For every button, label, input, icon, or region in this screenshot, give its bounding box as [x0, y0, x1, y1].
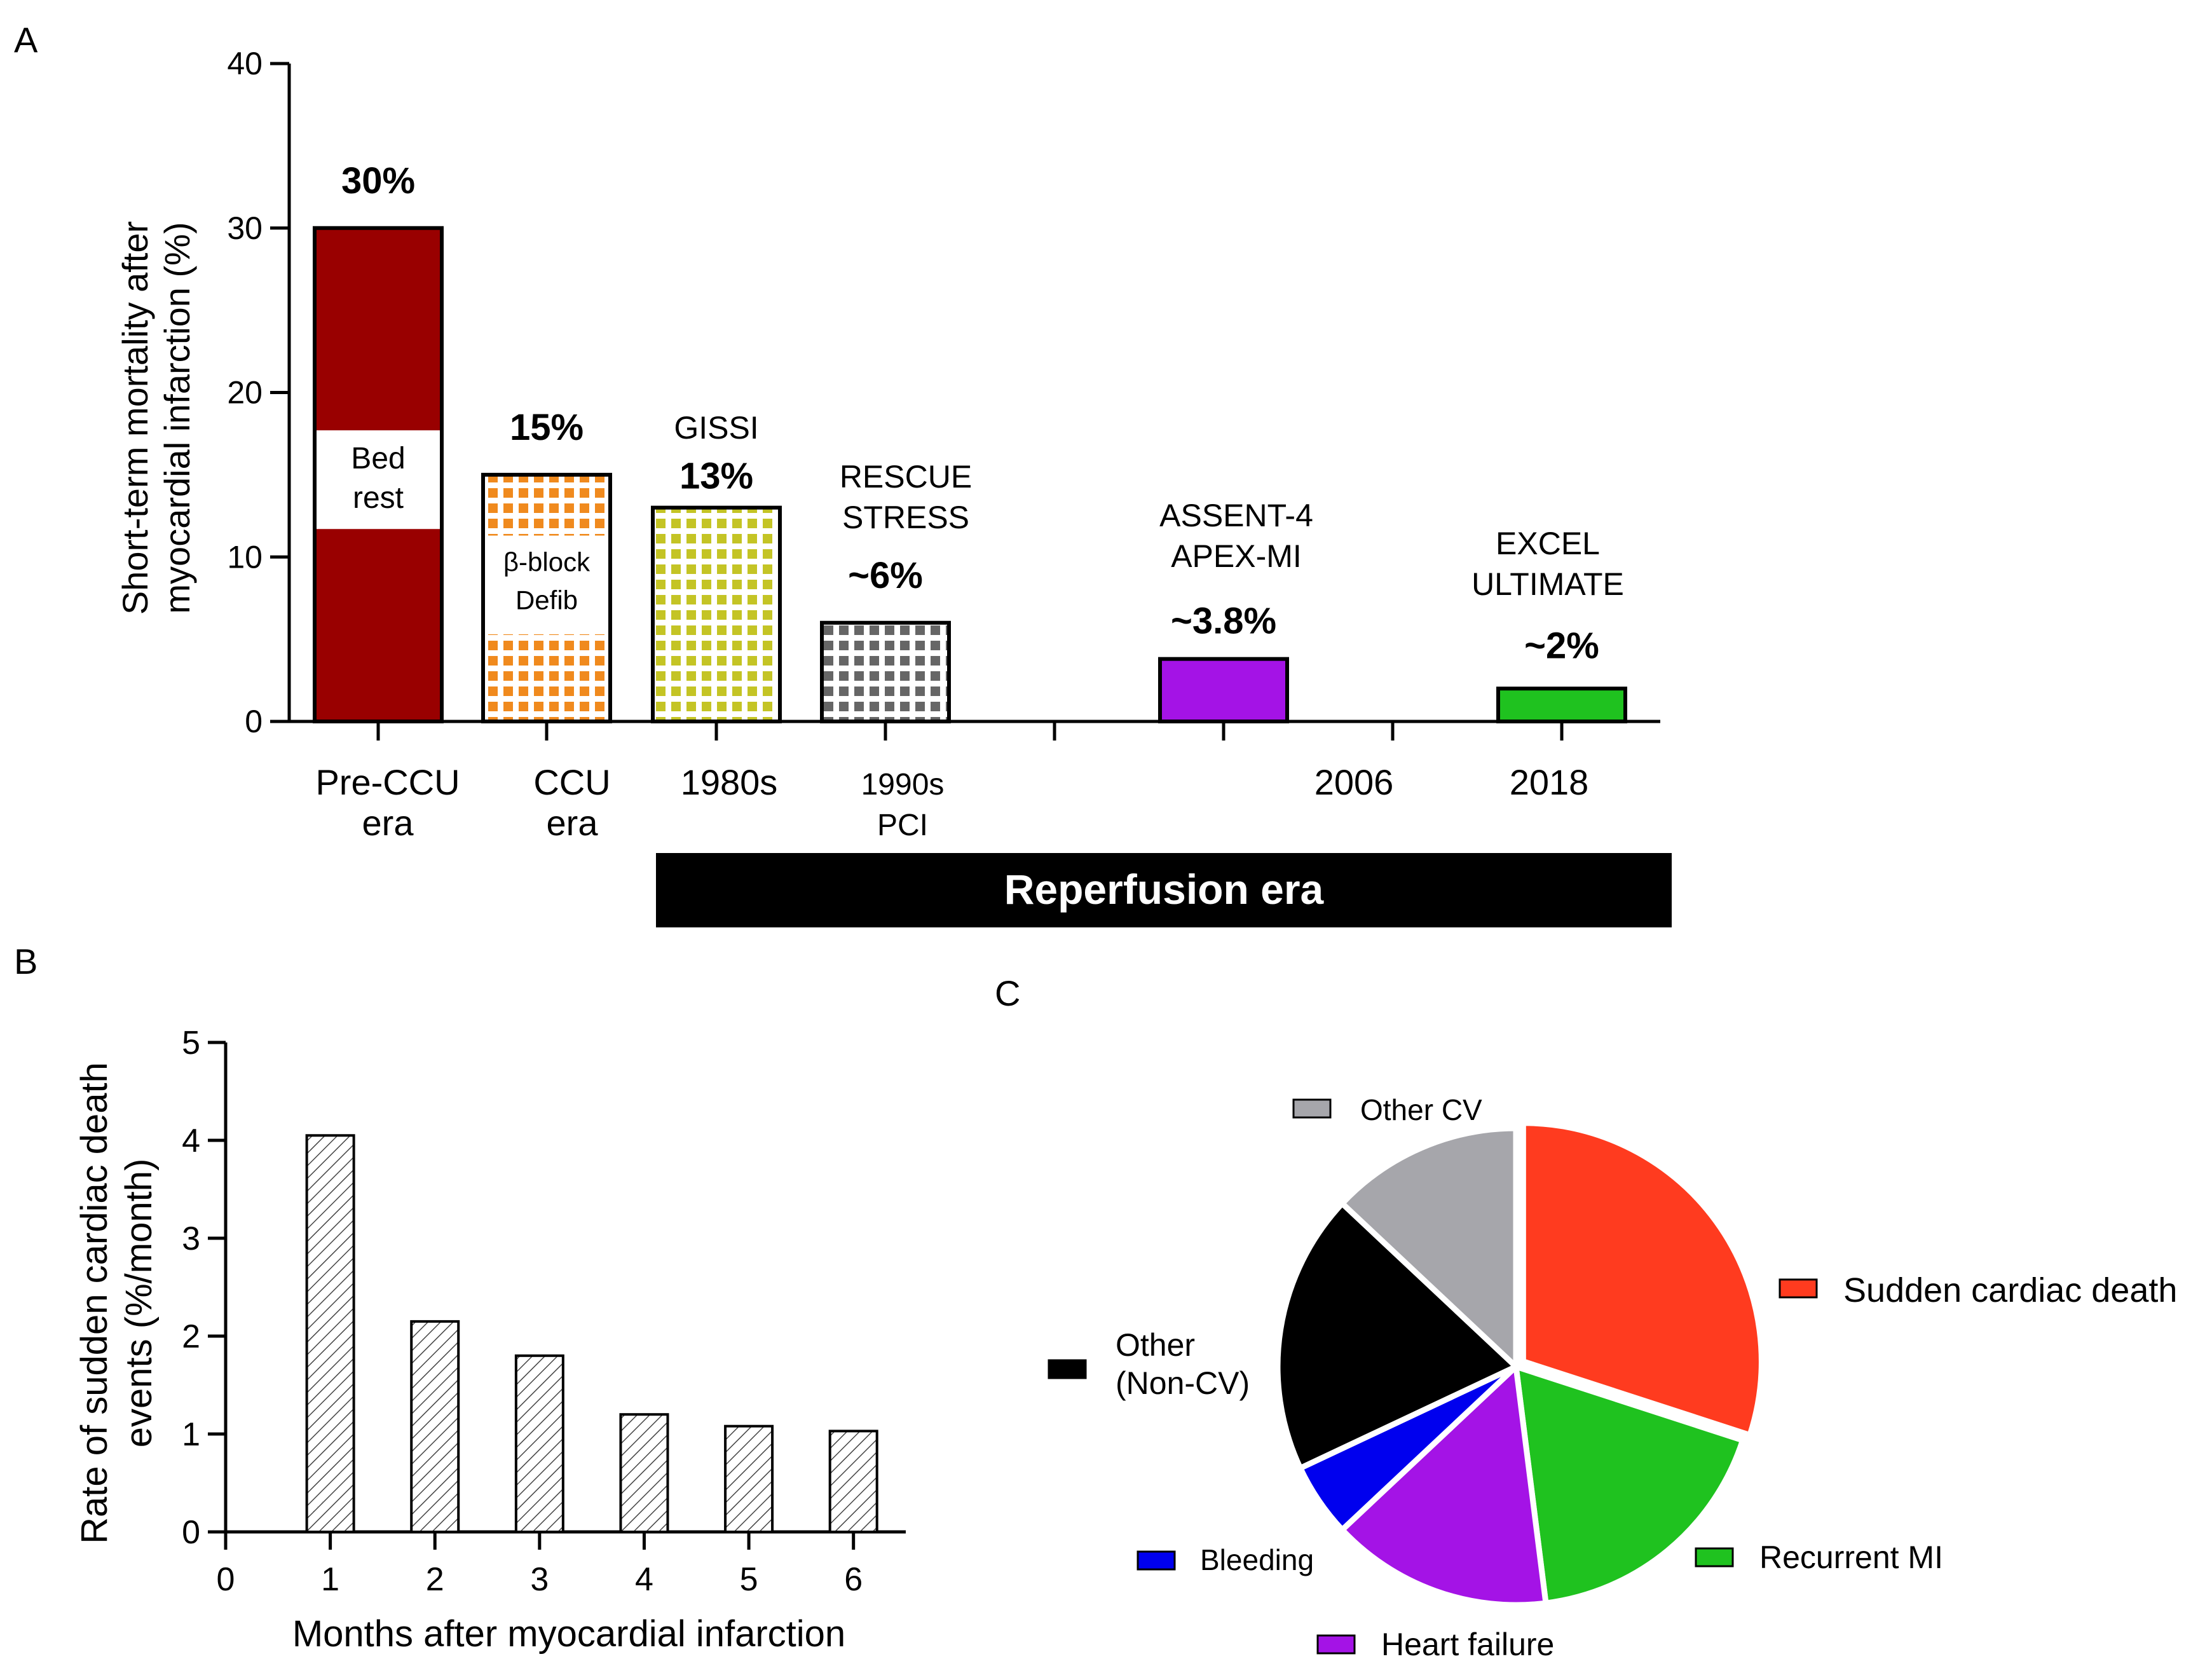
y-axis-label-line-a: myocardial infarction (%) — [157, 222, 197, 613]
chart-a: 0 10 20 30 40 Short-term mortality aftermyoca… — [115, 46, 1672, 927]
y-tick-label-b: 4 — [182, 1123, 200, 1159]
x-tick-label-a: 1980s — [681, 762, 778, 802]
panel-label-a: A — [14, 20, 38, 60]
bar-inner-label-a: Defib — [515, 585, 578, 615]
data-label-a: ~3.8% — [1171, 601, 1276, 642]
bar-inner-label-a: Bed — [351, 442, 405, 475]
legend-label: Sudden cardiac death — [1843, 1271, 2177, 1309]
legend-swatch — [1695, 1547, 1734, 1567]
y-axis-label-a: Short-term mortality aftermyocardial inf… — [115, 221, 197, 615]
data-label-a: ~2% — [1524, 625, 1599, 666]
legend-label: Recurrent MI — [1759, 1540, 1943, 1575]
bar-b — [305, 1134, 355, 1534]
legend-label: Other — [1116, 1327, 1195, 1363]
bar-b — [724, 1424, 774, 1533]
x-tick-label-b: 0 — [217, 1561, 235, 1598]
y-tick-label-b: 3 — [182, 1220, 200, 1257]
legend-swatch — [1292, 1098, 1332, 1119]
y-axis-label-b: Rate of sudden cardiac deathevents (%/mo… — [74, 1062, 160, 1544]
y-tick-label-b: 2 — [182, 1318, 200, 1355]
x-tick-label-a: PCI — [877, 809, 928, 842]
legend-label: Bleeding — [1200, 1543, 1314, 1576]
bar-a — [1496, 686, 1627, 723]
y-tick-label-a: 30 — [227, 210, 263, 246]
legend-swatch — [1048, 1359, 1087, 1379]
y-tick-label-b: 0 — [182, 1514, 200, 1551]
pie-slice — [1513, 1363, 1746, 1606]
legend-swatch — [1778, 1278, 1818, 1299]
era-banner — [656, 853, 1672, 927]
y-axis-label-line-a: Short-term mortality after — [115, 221, 155, 615]
data-label-a: 15% — [510, 407, 584, 448]
x-tick-label-b: 2 — [426, 1561, 444, 1598]
x-tick-label-a: CCU — [533, 762, 610, 802]
x-tick-label-a: 2006 — [1314, 762, 1394, 802]
bar-a — [1158, 657, 1289, 724]
y-tick-label-a: 20 — [227, 375, 263, 411]
x-tick-label-a: 1990s — [861, 768, 945, 802]
bar-inner-label-a: β-block — [503, 547, 591, 577]
pie-slice — [1339, 1125, 1519, 1370]
x-tick-label-a: Pre-CCU — [315, 762, 460, 802]
y-axis-label-line-b: events (%/month) — [118, 1159, 160, 1448]
y-tick-label-b: 1 — [182, 1416, 200, 1453]
bar-inner-label-a: rest — [353, 481, 404, 515]
chart-b: 0 1 2 3 4 5 0 1 2 3 4 5 6 Months after myocardial inf… — [74, 1025, 906, 1655]
chart-c: Sudden cardiac death Recurrent MI Heart fa… — [1048, 1093, 2177, 1662]
bar-b — [828, 1430, 878, 1533]
bar-header-a: ULTIMATE — [1471, 566, 1624, 602]
x-axis-label-b: Months after myocardial infarction — [292, 1613, 845, 1655]
legend-swatch — [1316, 1634, 1356, 1655]
y-axis-label-line-b: Rate of sudden cardiac death — [74, 1062, 115, 1544]
pie-slice — [1339, 1363, 1549, 1608]
x-tick-label-b: 3 — [530, 1561, 549, 1598]
bar-header-a: EXCEL — [1496, 526, 1600, 561]
x-tick-label-a: era — [362, 803, 414, 843]
y-tick-label-a: 10 — [227, 539, 263, 575]
y-tick-label-a: 40 — [227, 46, 263, 81]
data-label-a: ~6% — [848, 555, 923, 596]
bar-header-a: STRESS — [842, 500, 969, 535]
panel-label-b: B — [14, 941, 38, 981]
x-tick-label-a: era — [547, 803, 599, 843]
bar-b — [514, 1354, 564, 1534]
bar-a — [820, 620, 951, 723]
data-label-a: 30% — [341, 160, 415, 201]
pie-slice — [1520, 1120, 1765, 1438]
pie-slice — [1274, 1200, 1519, 1472]
bar-a — [651, 505, 782, 723]
x-tick-label-a: 2018 — [1510, 762, 1589, 802]
x-tick-label-b: 5 — [740, 1561, 758, 1598]
bar-header-a: ASSENT-4 — [1159, 498, 1313, 533]
panel-label-c: C — [995, 973, 1020, 1013]
y-tick-label-a: 0 — [245, 704, 263, 739]
data-label-a: 13% — [679, 456, 753, 497]
bar-header-a: APEX-MI — [1171, 538, 1302, 574]
bar-header-a: RESCUE — [840, 459, 972, 495]
bar-b — [410, 1320, 460, 1533]
era-banner-label: Reperfusion era — [1004, 866, 1325, 913]
legend-label: Other CV — [1360, 1093, 1482, 1126]
legend-label: Heart failure — [1381, 1627, 1554, 1662]
x-tick-label-b: 1 — [321, 1561, 339, 1598]
x-tick-label-b: 6 — [844, 1561, 863, 1598]
legend-swatch — [1137, 1550, 1176, 1571]
y-tick-label-b: 5 — [182, 1025, 200, 1062]
bar-inner-panel-a — [485, 535, 608, 634]
x-tick-label-b: 4 — [635, 1561, 653, 1598]
bar-inner-panel-a — [317, 430, 440, 529]
legend-label: (Non-CV) — [1116, 1365, 1250, 1401]
bar-header-a: GISSI — [674, 410, 758, 446]
bar-b — [619, 1413, 669, 1533]
